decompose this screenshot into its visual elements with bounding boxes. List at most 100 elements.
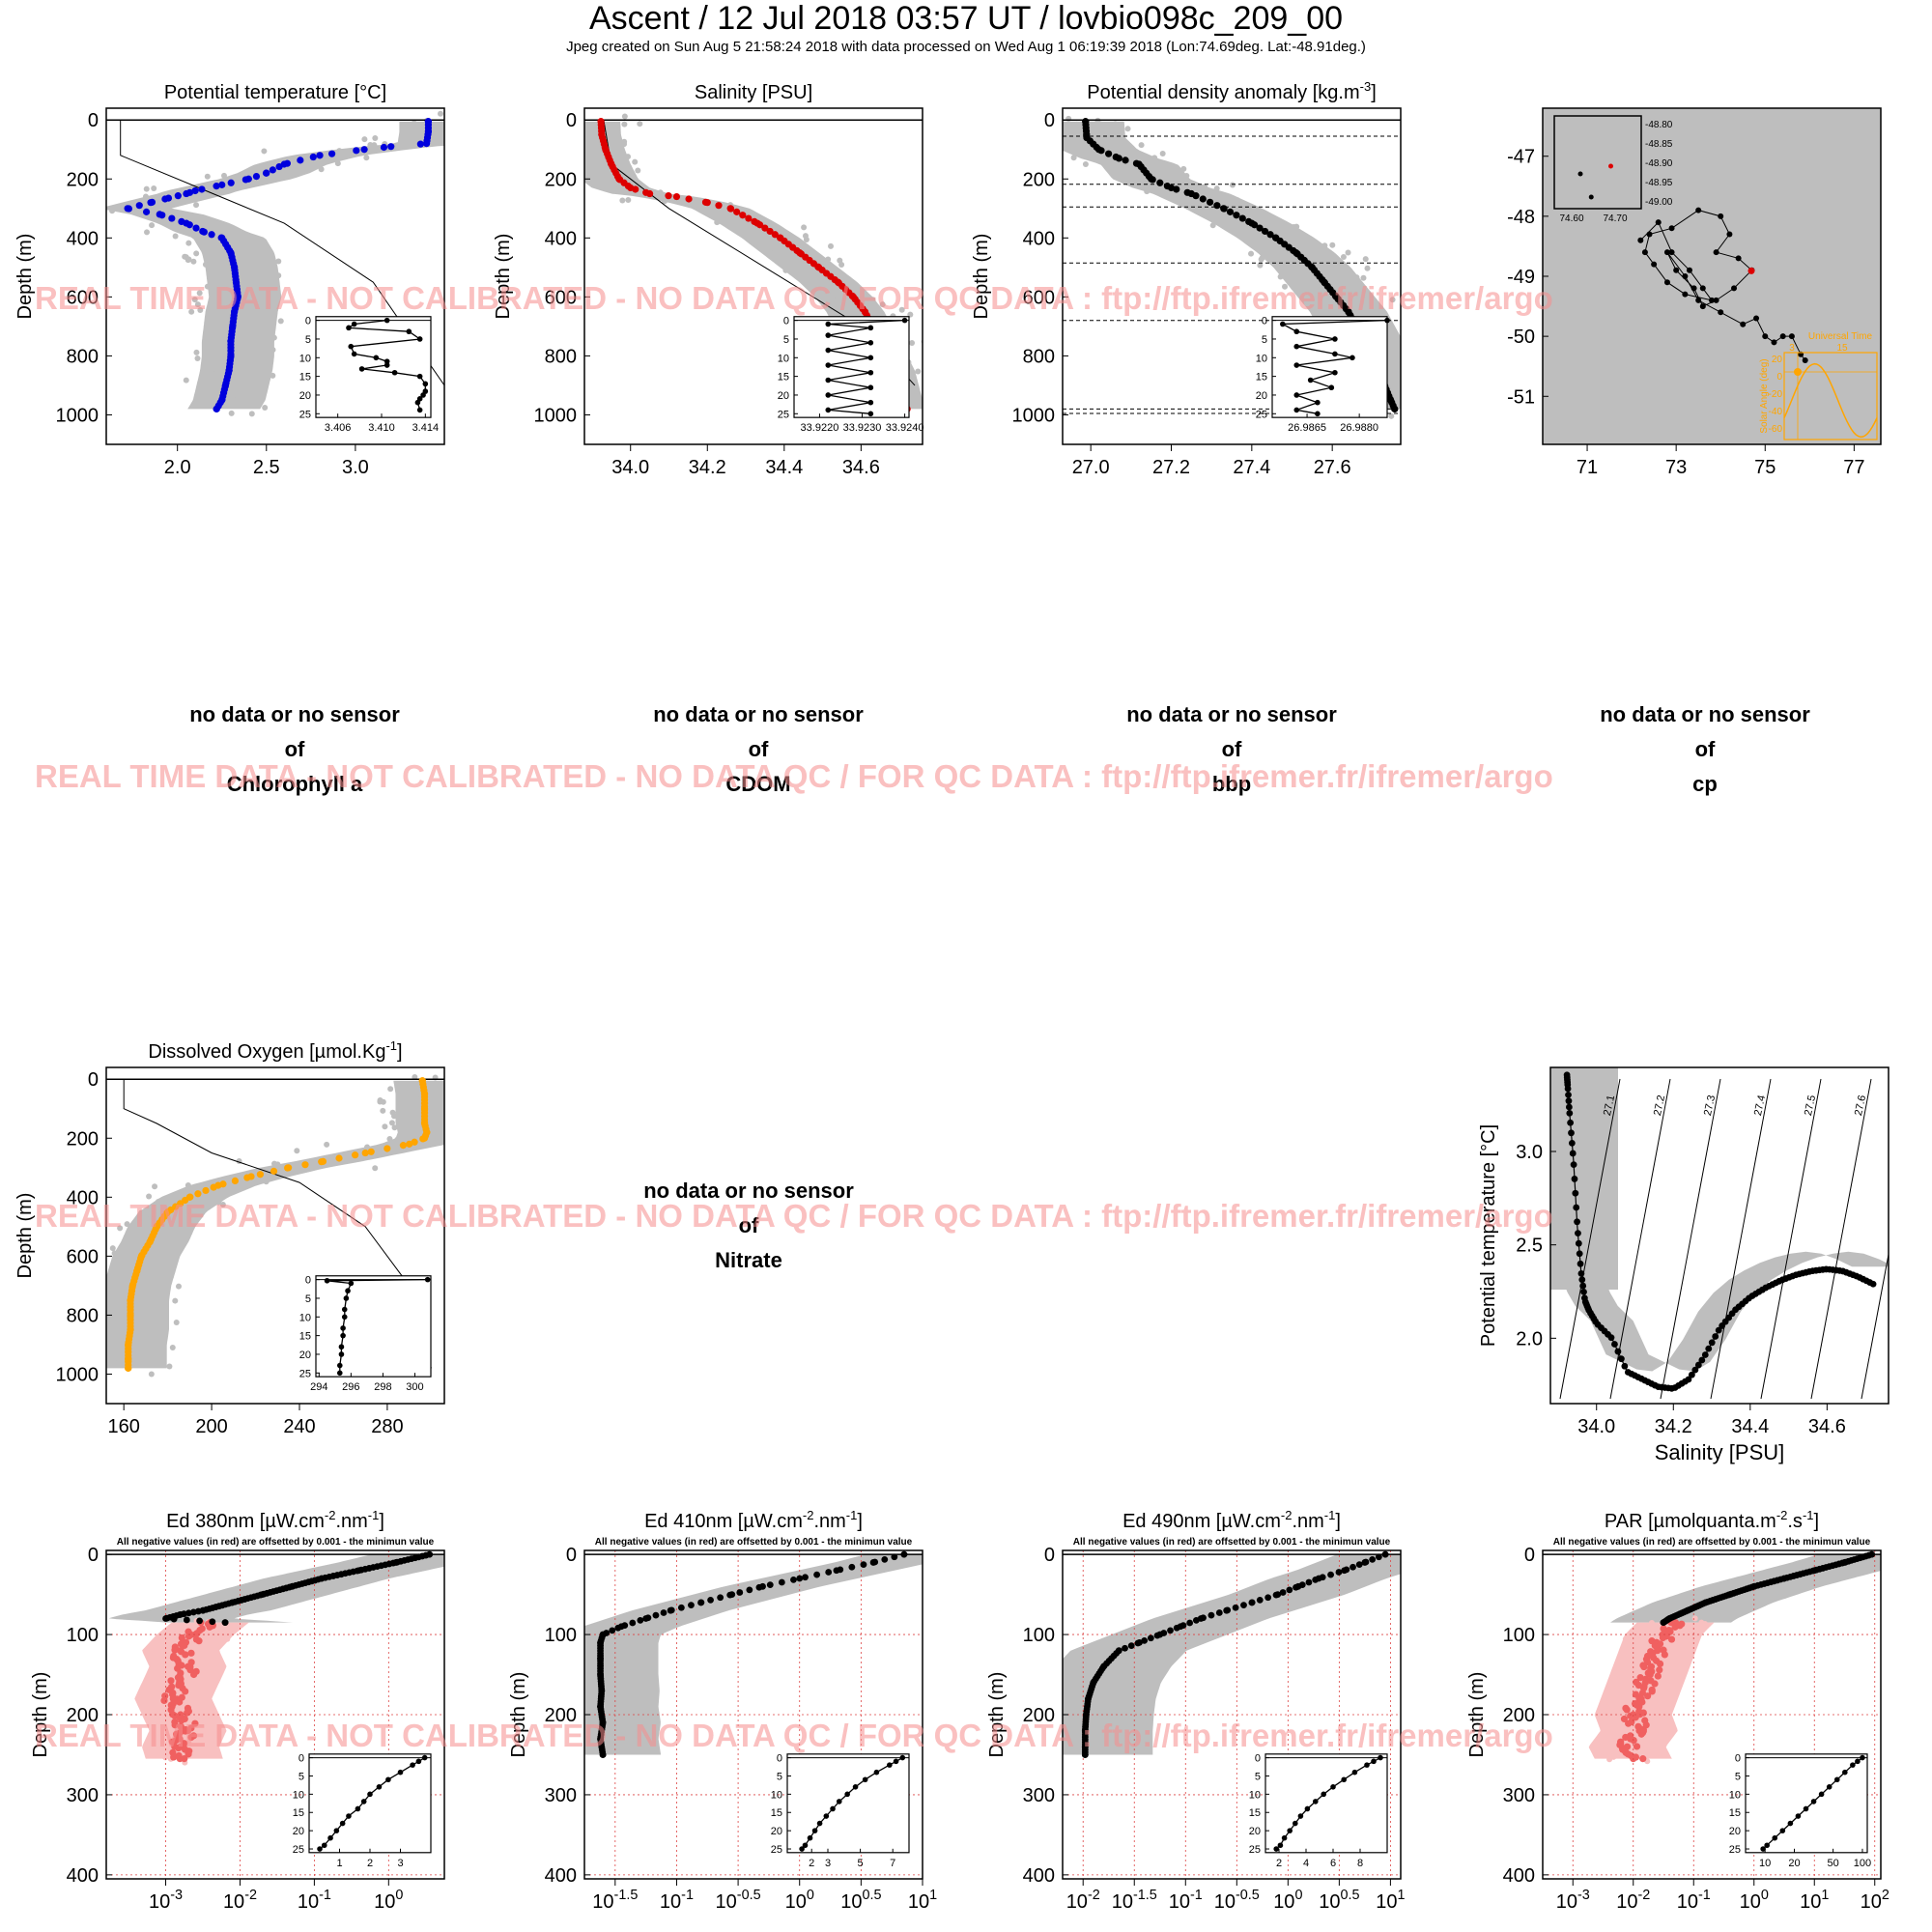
ed490-inset-xtick-label: 2 — [1276, 1858, 1282, 1869]
oxygen-cloud-point — [467, 1079, 472, 1085]
density-profile-point — [1261, 227, 1269, 236]
ed380-inset-ytick-label: 20 — [293, 1826, 304, 1837]
ed410-ytick-label: 400 — [545, 1865, 577, 1887]
oxygen-cloud-point — [137, 1280, 144, 1287]
temperature-profile-point — [227, 179, 235, 186]
ed380-inset-point — [360, 1799, 367, 1804]
salinity-cloud-point — [607, 180, 613, 186]
oxygen-cloud-point — [156, 1318, 163, 1324]
salinity-cloud-point — [782, 267, 789, 273]
oxygen-cloud-point — [388, 1120, 395, 1126]
ed380-negative-data-point — [185, 1662, 192, 1670]
temperature-data-point — [231, 308, 239, 316]
density-data-point — [1167, 184, 1176, 192]
density-ytick-label: 0 — [1044, 110, 1055, 131]
ts-profile-point — [1565, 1103, 1573, 1111]
salinity-data-point — [602, 146, 610, 154]
ed380-negative-cloud-point — [185, 1683, 192, 1690]
ed490-profile-point — [1327, 1571, 1334, 1578]
ed380-negative-cloud-point — [202, 1709, 209, 1716]
ed380-inset-xtick-label: 3 — [397, 1858, 403, 1869]
ed380-negative-point — [185, 1633, 193, 1640]
oxygen-ytick-label: 0 — [88, 1069, 99, 1091]
ed380-profile-point — [196, 1617, 203, 1625]
ed380-negative-point — [191, 1719, 199, 1727]
ed410-inset-point — [823, 1813, 830, 1819]
temperature-cloud-point — [151, 185, 157, 192]
temperature-cloud-point — [317, 160, 324, 167]
ed490-xtick-label: 10-1.5 — [1112, 1888, 1157, 1913]
salinity-xtick-label: 34.2 — [689, 457, 726, 478]
temperature-cloud-point — [243, 321, 250, 327]
oxygen-inset-ytick-label: 0 — [305, 1275, 311, 1287]
density-cloud-point — [1248, 250, 1255, 257]
density-profile-point — [1213, 202, 1221, 210]
ed380-negative-cloud-point — [156, 1676, 163, 1683]
par-negative-cloud-point — [1679, 1640, 1686, 1647]
temperature-cloud-point — [300, 165, 307, 172]
oxygen-inset-point — [341, 1306, 348, 1313]
ed410-data-point — [869, 1559, 877, 1566]
par-negative-cloud-point — [1665, 1726, 1672, 1733]
density-cloud-point — [1124, 126, 1131, 132]
par-negative-cloud-point — [1672, 1675, 1679, 1682]
par-inset-point — [1860, 1754, 1865, 1761]
temperature-xtick-label: 2.0 — [164, 457, 191, 478]
temperature-profile-point — [353, 147, 360, 155]
ed490-profile-point — [1286, 1586, 1293, 1594]
par-negative-point — [1633, 1743, 1641, 1750]
oxygen-cloud-point — [124, 1275, 130, 1282]
temperature-cloud-point — [193, 349, 200, 355]
density-ytick-label: 1000 — [1012, 405, 1056, 426]
temperature-profile-point — [297, 156, 304, 164]
density-cloud-point — [1183, 172, 1190, 179]
ts-xtick-label: 34.4 — [1731, 1416, 1769, 1437]
ts-profile-point — [1580, 1289, 1587, 1295]
par-negative-cloud-point — [1642, 1630, 1649, 1636]
ed410-data-point — [599, 1751, 607, 1758]
oxygen-ytick-label: 800 — [67, 1305, 99, 1326]
ed380-ytick-label: 100 — [67, 1625, 99, 1646]
ed490-inset-point — [1364, 1762, 1370, 1768]
ed380-negative-cloud — [134, 1622, 249, 1759]
density-cloud-point — [1310, 305, 1317, 312]
ts-ylabel: Potential temperature [°C] — [1478, 1124, 1499, 1347]
salinity-cloud-point — [567, 160, 573, 166]
density-cloud-point — [1257, 262, 1264, 269]
salinity-xtick-label: 34.4 — [765, 457, 803, 478]
salinity-cloud-point — [873, 308, 880, 315]
par-ytick-label: 300 — [1503, 1785, 1535, 1806]
par-negative-cloud-point — [1626, 1693, 1633, 1700]
ed380-ytick-label: 300 — [67, 1785, 99, 1806]
oxygen-cloud-point — [146, 1264, 153, 1271]
density-inset-xtick-label: 26.9880 — [1340, 422, 1378, 434]
salinity-profile-point — [745, 214, 753, 222]
ed490-profile-point — [1208, 1611, 1215, 1619]
oxygen-cloud-point — [114, 1354, 121, 1361]
oxygen-ylabel: Depth (m) — [14, 1193, 36, 1279]
ed380-inset-point — [415, 1758, 422, 1765]
ed380-negative-cloud-point — [200, 1752, 207, 1759]
ed380-ylabel: Depth (m) — [30, 1672, 51, 1758]
par-negative-cloud-point — [1624, 1644, 1631, 1651]
oxygen-cloud-point — [434, 1113, 440, 1120]
ed490-profile-point — [1335, 1569, 1343, 1576]
ed380-title: Ed 380nm [µW.cm-2.nm-1] — [166, 1508, 384, 1532]
par-negative-cloud-point — [1662, 1714, 1668, 1720]
par-data-point — [1841, 1559, 1848, 1566]
oxygen-inset-point — [345, 1288, 351, 1294]
ed410-inset-point — [899, 1754, 906, 1761]
density-cloud-point — [1389, 297, 1396, 303]
salinity-cloud-point — [625, 154, 632, 160]
par-negative-cloud-point — [1666, 1664, 1673, 1671]
density-inset-point — [1280, 321, 1286, 327]
density-cloud-point — [1112, 121, 1119, 128]
ed490-title: Ed 490nm [µW.cm-2.nm-1] — [1122, 1508, 1341, 1532]
density-data-point — [1148, 175, 1155, 183]
ed410-profile-point — [790, 1576, 797, 1583]
density-cloud-point — [1115, 127, 1122, 133]
density-profile-point — [1199, 195, 1207, 203]
oxygen-cloud-point — [84, 1297, 90, 1303]
salinity-cloud-point — [661, 198, 668, 205]
ed380-negative-cloud-point — [189, 1624, 196, 1631]
